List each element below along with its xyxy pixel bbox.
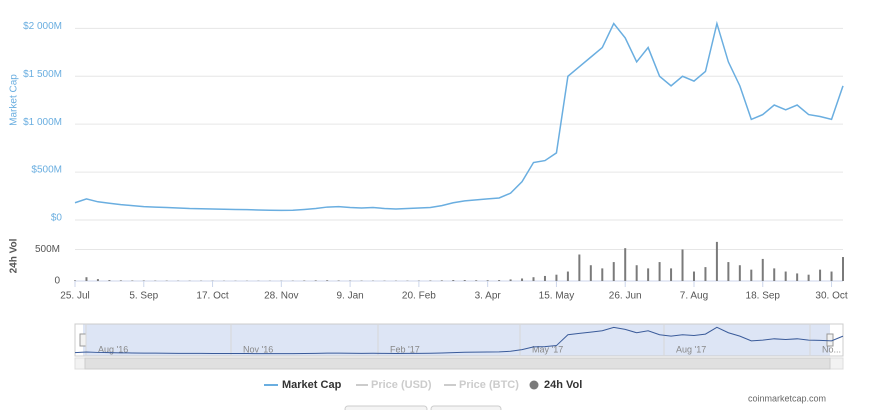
- y2-tick-label: 0: [54, 276, 60, 287]
- x-tick-label: 26. Jun: [609, 291, 642, 302]
- volume-bar: [486, 280, 489, 281]
- navigator-line: [74, 326, 844, 355]
- x-tick-label: 3. Apr: [475, 291, 502, 302]
- navigator-label: Aug '17: [676, 344, 706, 354]
- y-tick-label: $0: [51, 213, 63, 224]
- volume-bar: [589, 265, 592, 281]
- navigator-label: Feb '17: [390, 344, 420, 354]
- volume-bar: [647, 268, 650, 281]
- navigator-label: No...: [822, 344, 841, 354]
- volume-bar: [578, 254, 581, 281]
- volume-bar: [773, 268, 776, 281]
- navigator-label: Nov '16: [243, 344, 273, 354]
- volume-bar: [509, 279, 512, 281]
- y2-axis-title: 24h Vol: [9, 238, 20, 273]
- volume-bar: [681, 249, 684, 281]
- x-tick-label: 15. May: [539, 291, 575, 302]
- navigator-handle[interactable]: [79, 333, 87, 347]
- x-tick-label: 25. Jul: [60, 291, 89, 302]
- legend-label[interactable]: Price (USD): [371, 379, 432, 391]
- volume-bar: [819, 269, 822, 281]
- y-tick-label: $1 500M: [23, 69, 62, 80]
- volume-bar: [314, 280, 317, 281]
- volume-bar: [715, 241, 718, 281]
- volume-bar: [475, 280, 478, 281]
- volume-bar: [796, 273, 799, 281]
- volume-bar: [784, 271, 787, 281]
- volume-bar: [119, 280, 122, 281]
- volume-bar: [463, 280, 466, 281]
- scrollbar-thumb[interactable]: [84, 357, 831, 370]
- volume-bar: [750, 269, 753, 281]
- navigator-frame: [74, 323, 844, 357]
- volume-bar: [498, 280, 501, 281]
- volume-bar: [74, 280, 76, 281]
- volume-bar: [612, 262, 615, 281]
- legend-symbol[interactable]: [529, 380, 539, 390]
- y2-tick-label: 500M: [35, 244, 60, 255]
- volume-bar: [108, 280, 111, 281]
- x-tick-label: 9. Jan: [336, 291, 363, 302]
- volume-bar: [96, 279, 99, 281]
- volume-bar: [601, 268, 604, 281]
- volume-bar: [692, 271, 695, 281]
- button[interactable]: [344, 405, 428, 410]
- x-tick-label: 17. Oct: [196, 291, 228, 302]
- volume-bar: [670, 268, 673, 281]
- volume-bar: [704, 267, 707, 281]
- volume-bar: [624, 248, 627, 281]
- volume-bar: [842, 257, 844, 281]
- volume-bar: [303, 280, 306, 281]
- y-tick-label: $500M: [31, 165, 62, 176]
- volume-bar: [807, 274, 810, 281]
- x-tick-label: 5. Sep: [129, 291, 158, 302]
- volume-bar: [326, 280, 329, 281]
- volume-bar: [658, 262, 661, 281]
- x-tick-label: 28. Nov: [264, 291, 298, 302]
- volume-bar: [521, 278, 524, 281]
- volume-bar: [738, 265, 741, 281]
- volume-bar: [566, 271, 569, 281]
- navigator-label: May '17: [532, 344, 563, 354]
- y-tick-label: $1 000M: [23, 117, 62, 128]
- volume-bar: [761, 258, 764, 281]
- volume-bar: [85, 277, 88, 281]
- volume-bar: [532, 277, 535, 281]
- volume-bar: [452, 280, 455, 281]
- volume-bar: [131, 280, 134, 281]
- volume-bar: [543, 275, 546, 281]
- navigator-label: Aug '16: [98, 344, 128, 354]
- volume-bar: [555, 274, 558, 281]
- legend-label[interactable]: Price (BTC): [459, 379, 519, 391]
- volume-bar: [142, 280, 145, 281]
- y-tick-label: $2 000M: [23, 21, 62, 32]
- y-axis-title: Market Cap: [9, 74, 20, 126]
- volume-bar: [830, 271, 833, 281]
- x-tick-label: 30. Oct: [815, 291, 847, 302]
- x-tick-label: 20. Feb: [402, 291, 436, 302]
- navigator-selection[interactable]: [83, 324, 830, 356]
- credit: coinmarketcap.com: [748, 393, 826, 403]
- x-tick-label: 18. Sep: [746, 291, 781, 302]
- volume-bar: [635, 265, 638, 281]
- market-cap-line: [74, 20, 844, 212]
- volume-bar: [727, 262, 730, 281]
- button[interactable]: [430, 405, 502, 410]
- volume-bar: [440, 280, 443, 281]
- legend-label[interactable]: 24h Vol: [544, 379, 582, 391]
- x-tick-label: 7. Aug: [680, 291, 708, 302]
- volume-bar: [429, 280, 432, 281]
- legend-label[interactable]: Market Cap: [282, 379, 342, 391]
- volume-bar: [337, 280, 340, 281]
